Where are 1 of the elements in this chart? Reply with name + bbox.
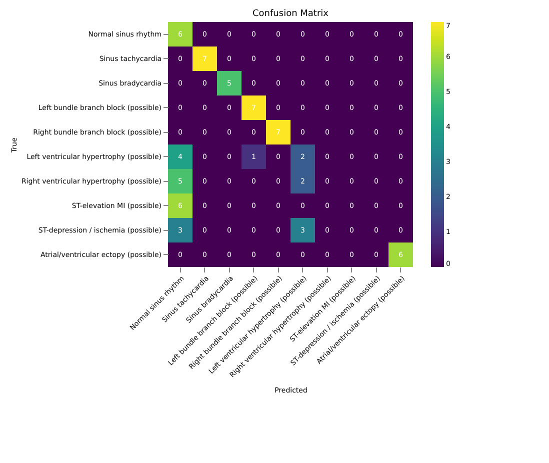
chart-title: Confusion Matrix bbox=[252, 9, 330, 19]
